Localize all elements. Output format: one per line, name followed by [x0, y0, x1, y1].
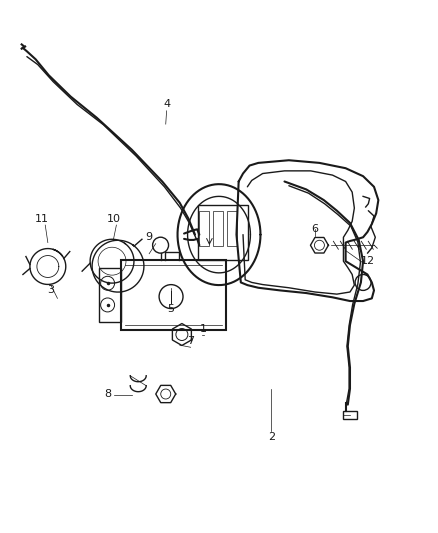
Text: 3: 3 [47, 285, 54, 295]
Text: 4: 4 [163, 100, 170, 109]
Text: 5: 5 [167, 304, 174, 314]
Text: 9: 9 [145, 232, 153, 243]
Bar [227, 211, 237, 246]
Text: 11: 11 [35, 214, 49, 224]
Bar [99, 268, 121, 322]
Bar [199, 211, 209, 246]
Text: 12: 12 [360, 256, 374, 266]
Text: 10: 10 [106, 214, 120, 224]
Text: 6: 6 [311, 224, 318, 235]
Text: 8: 8 [104, 389, 111, 399]
Text: 2: 2 [268, 432, 275, 441]
Text: 1: 1 [200, 324, 207, 334]
Bar [213, 211, 223, 246]
Text: 7: 7 [187, 336, 194, 346]
Bar [121, 260, 226, 330]
Bar [198, 205, 248, 260]
Bar [343, 411, 357, 419]
